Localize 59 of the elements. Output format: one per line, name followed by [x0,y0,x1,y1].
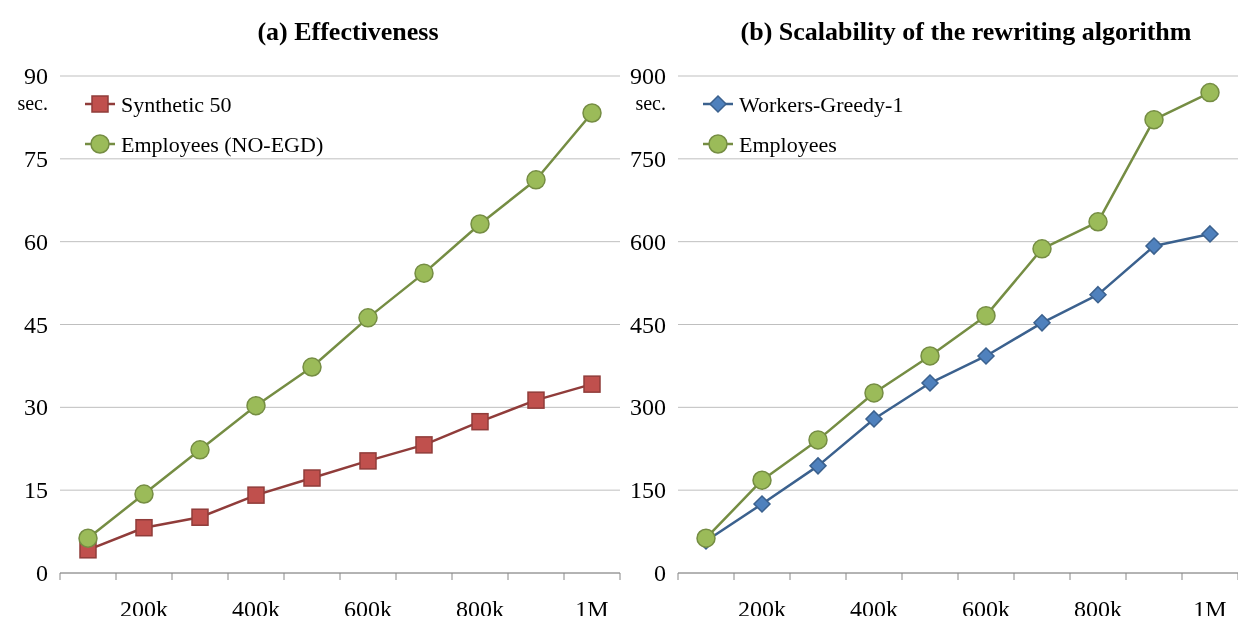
point [1200,82,1220,103]
y-tick-label: 45 [24,311,48,338]
chart-title: (b) Scalability of the rewriting algorithm [740,17,1192,46]
point [302,357,322,377]
point [752,470,772,490]
point [358,308,378,328]
point [527,391,545,409]
point [809,457,827,475]
point [1033,314,1051,332]
chart-title: (a) Effectiveness [257,17,439,46]
y-tick-label: 0 [36,560,48,586]
point [415,436,433,454]
y-tick-label: 90 [24,63,48,89]
y-tick-label: 750 [630,145,666,172]
point [190,440,210,460]
point [526,170,546,190]
y-tick-label: 300 [630,394,666,421]
point [247,486,265,504]
legend-label: Employees (NO-EGD) [121,132,324,157]
point [471,412,489,431]
y-tick-label: 75 [24,145,48,172]
point [921,374,939,392]
point [134,484,154,504]
point [977,347,995,365]
point [920,346,940,366]
point [414,263,434,283]
point [1144,109,1164,130]
point [808,430,828,450]
y-tick-label: 30 [24,394,48,421]
point [1089,285,1107,304]
y-tick-label: 900 [630,63,666,89]
point [1088,212,1108,232]
y-axis-title: sec. [635,92,666,114]
legend-label: Employees [739,132,837,157]
y-tick-label: 60 [24,228,48,255]
point [583,375,601,393]
legend-label: Workers-Greedy-1 [739,92,904,117]
point [1145,237,1163,255]
point [470,214,490,234]
point [865,410,883,428]
point [753,495,771,513]
point [191,508,209,526]
point [864,383,884,403]
point [359,452,377,470]
legend-label: Synthetic 50 [121,92,232,117]
y-tick-label: 450 [630,311,666,338]
y-tick-label: 600 [630,228,666,255]
y-tick-label: 150 [630,477,666,504]
y-tick-label: 0 [654,560,666,586]
point [582,103,602,123]
y-tick-label: 15 [24,477,48,504]
y-axis-title: sec. [17,92,48,114]
point [1032,239,1052,259]
point [78,528,98,548]
point [1201,225,1219,243]
point [246,395,266,416]
point [976,305,996,326]
point [303,469,321,487]
point [135,518,153,537]
